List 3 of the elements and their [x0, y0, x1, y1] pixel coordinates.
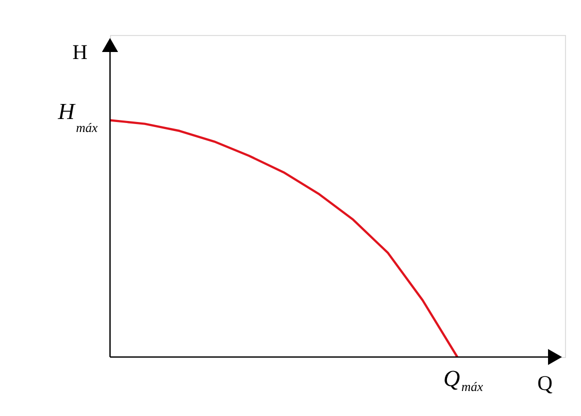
x-axis-title: Q: [537, 371, 553, 395]
y-axis-title: H: [72, 40, 88, 64]
annotation: Hmáx: [57, 99, 98, 136]
